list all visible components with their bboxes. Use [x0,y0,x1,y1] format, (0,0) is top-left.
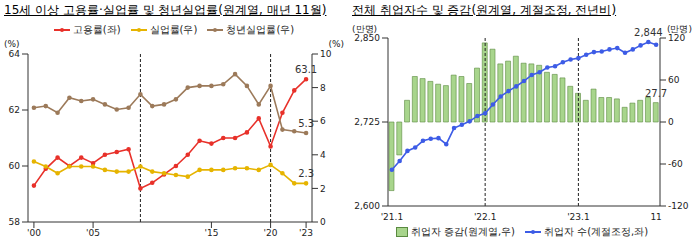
svg-text:10: 10 [320,49,332,59]
svg-text:62: 62 [9,105,20,115]
svg-text:'22.1: '22.1 [474,212,497,222]
svg-text:2,844: 2,844 [634,27,663,38]
svg-text:'21.1: '21.1 [381,212,404,222]
svg-text:-120: -120 [668,201,688,211]
svg-text:4: 4 [320,150,326,160]
svg-text:'20: '20 [264,228,278,238]
svg-text:'00: '00 [27,228,41,238]
html-text:청년실업률(우): 청년실업률(우) [226,24,295,35]
svg-text:'23.1: '23.1 [567,212,590,222]
svg-text:60: 60 [668,75,680,85]
svg-text:8: 8 [320,83,326,93]
svg-text:120: 120 [668,33,685,43]
svg-text:-60: -60 [668,159,683,169]
html-text:고용률(좌): 고용률(좌) [72,24,121,35]
svg-text:'23: '23 [299,228,313,238]
svg-text:27.7: 27.7 [645,88,667,99]
svg-text:58: 58 [9,217,21,227]
html-text:취업자 수(계절조정,좌): 취업자 수(계절조정,좌) [544,226,649,237]
svg-text:64: 64 [9,49,21,59]
svg-text:60: 60 [9,161,21,171]
svg-text:0: 0 [320,217,326,227]
html-text:실업률(우): 실업률(우) [149,24,198,35]
svg-text:6: 6 [320,116,326,126]
html-text:취업자 증감(원계열,우): 취업자 증감(원계열,우) [410,226,515,237]
html-text:(만명): (만명) [667,24,692,34]
html-text:전체 취업자수 및 증감(원계열, 계절조정, 전년비): 전체 취업자수 및 증감(원계열, 계절조정, 전년비) [352,3,617,17]
svg-text:'05: '05 [86,228,100,238]
svg-text:2.3: 2.3 [298,168,314,179]
svg-text:0: 0 [668,117,674,127]
svg-text:2,850: 2,850 [354,33,380,43]
svg-text:'15: '15 [204,228,218,238]
svg-text:5.3: 5.3 [298,118,314,129]
svg-text:2,725: 2,725 [354,117,380,127]
svg-text:2: 2 [320,184,326,194]
html-text:15세 이상 고용률·실업률 및 청년실업률(원계열, 매년: 15세 이상 고용률·실업률 및 청년실업률(원계열, 매년 11월) [4,3,327,17]
svg-text:63.1: 63.1 [295,64,317,75]
svg-text:2,600: 2,600 [354,201,380,211]
html-text:(만명): (만명) [352,24,377,34]
svg-text:11: 11 [650,212,661,222]
